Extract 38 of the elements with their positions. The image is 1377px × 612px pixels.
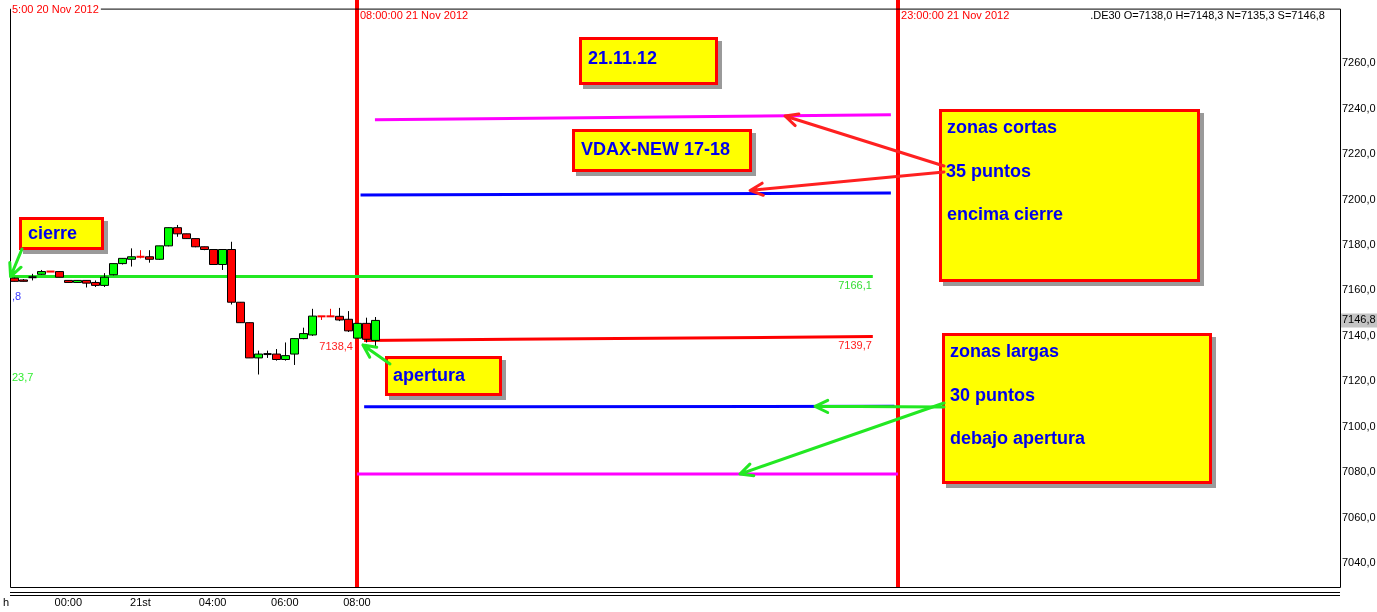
annotation: 5:00 20 Nov 2012: [12, 3, 99, 16]
y-tick-label: 7180,0: [1342, 237, 1376, 250]
annotation: ,8: [12, 290, 22, 303]
annotation: debajo apertura: [950, 427, 1087, 448]
y-tick-label: 7060,0: [1342, 510, 1376, 523]
annotation: zonas cortas: [947, 116, 1058, 137]
ref-line-label: 08:00:00 21 Nov 2012: [359, 8, 469, 21]
y-tick-label: 7200,0: [1342, 192, 1376, 205]
annotation: 23,7: [12, 371, 34, 384]
annotation: 21.11.12: [588, 47, 658, 68]
text: h: [3, 596, 10, 609]
x-tick-label: 00:00: [54, 595, 83, 608]
annotation: cierre: [28, 222, 78, 243]
chart-title: .DE30 O=7138,0 H=7148,3 N=7135,3 S=7146,8: [1090, 8, 1325, 21]
annotation: 7138,4: [319, 339, 353, 352]
y-tick-label: 7100,0: [1342, 419, 1376, 432]
y-tick-label: 7120,0: [1342, 374, 1376, 387]
annotation: 30 puntos: [950, 384, 1036, 405]
y-tick-label: 7040,0: [1342, 556, 1376, 569]
annotation: VDAX-NEW 17-18: [581, 138, 731, 159]
annotation: zonas largas: [950, 340, 1060, 361]
annotation: apertura: [393, 364, 467, 385]
y-tick-label: 7160,0: [1342, 283, 1376, 296]
ref-line-label: 23:00:00 21 Nov 2012: [901, 8, 1010, 21]
annotation: 7139,7: [838, 338, 872, 351]
y-tick-label: 7240,0: [1342, 101, 1376, 114]
y-tick-label: 7080,0: [1342, 465, 1376, 478]
annotation: 7166,1: [838, 278, 872, 291]
annotation: 35 puntos: [946, 160, 1032, 181]
y-tick-label: 7260,0: [1342, 56, 1376, 69]
x-tick-label: 08:00: [343, 595, 371, 608]
y-tick-label: 7220,0: [1342, 147, 1376, 160]
annotation: encima cierre: [947, 203, 1064, 224]
x-tick-label: 06:00: [271, 595, 299, 608]
x-tick-label: 21st: [130, 595, 151, 608]
y-tick-label: 7140,0: [1342, 328, 1376, 341]
x-tick-label: 04:00: [198, 595, 227, 608]
annotation: 7146,8: [1342, 313, 1376, 326]
